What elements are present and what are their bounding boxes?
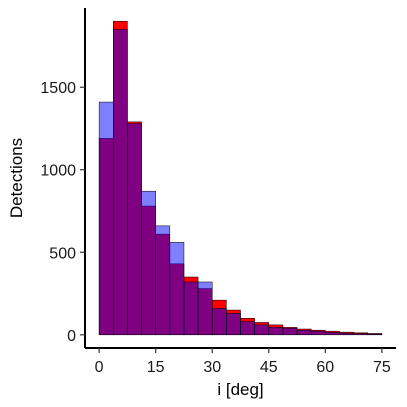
bar-blue-0 — [98, 101, 114, 336]
y-tick-label: 1000 — [40, 163, 76, 180]
x-tick-label: 75 — [373, 359, 391, 376]
y-axis-ticks: 0 500 1000 1500 — [40, 80, 85, 345]
bar-blue-4 — [155, 225, 171, 336]
x-tick-label: 45 — [260, 359, 278, 376]
bar-blue-11 — [254, 324, 270, 336]
bar-blue-10 — [240, 321, 255, 336]
bar-blue-8 — [211, 308, 227, 336]
y-tick-label: 1500 — [40, 80, 76, 97]
x-axis-ticks: 0 15 30 45 60 75 — [95, 348, 391, 376]
bar-blue-5 — [169, 242, 185, 336]
bar-blue-14 — [296, 329, 312, 336]
bar-blue-3 — [141, 190, 156, 336]
y-tick-label: 500 — [49, 245, 76, 262]
bar-blue-17 — [339, 332, 354, 336]
bar-blue-15 — [310, 330, 326, 336]
bar-blue-7 — [197, 281, 213, 336]
y-axis-label: Detections — [7, 138, 26, 218]
y-tick-label: 0 — [67, 328, 76, 345]
bar-blue-19 — [367, 333, 383, 336]
x-tick-label: 0 — [95, 359, 104, 376]
bar-blue-6 — [183, 281, 199, 336]
x-tick-label: 30 — [203, 359, 221, 376]
bar-blue-1 — [113, 29, 128, 336]
bar-blue-9 — [226, 313, 241, 336]
bar-blue-18 — [353, 333, 368, 336]
bar-blue-13 — [282, 327, 298, 336]
x-tick-label: 15 — [147, 359, 165, 376]
bar-blue-16 — [325, 332, 340, 336]
series-blue-bars — [98, 29, 383, 336]
bar-blue-2 — [127, 123, 142, 336]
x-axis-label: i [deg] — [217, 380, 263, 399]
x-tick-label: 60 — [316, 359, 334, 376]
bar-blue-12 — [268, 327, 284, 336]
